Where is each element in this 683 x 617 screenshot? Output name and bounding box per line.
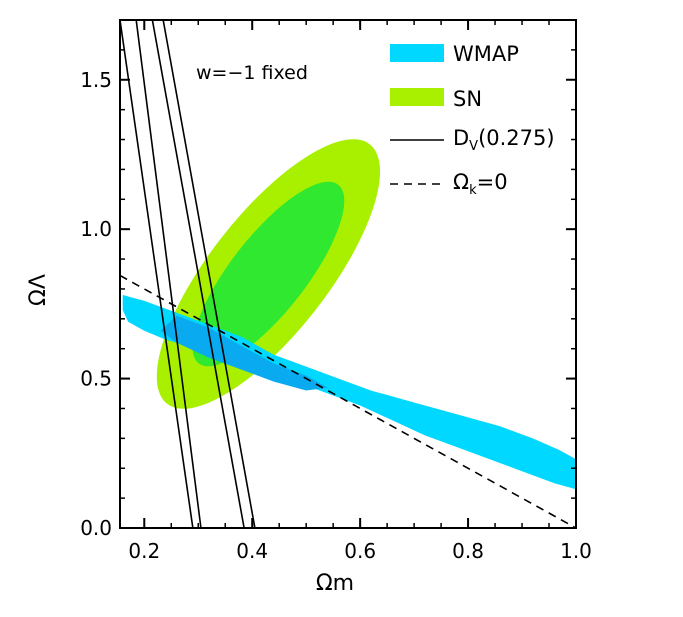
legend: WMAP SN DV(0.275) Ωk=0 [390, 42, 555, 198]
flat-universe-line [120, 274, 576, 528]
x-tick-label: 1.0 [560, 539, 592, 563]
x-tick-label: 0.6 [344, 539, 376, 563]
legend-dv-label: DV(0.275) [453, 126, 555, 154]
legend-sn-swatch [390, 88, 444, 106]
legend-wmap-swatch [390, 44, 444, 62]
sn-inner-contour [192, 181, 345, 367]
legend-flat-sub: k [469, 183, 477, 198]
legend-flat-label: Ωk=0 [453, 170, 508, 198]
x-tick-label: 0.2 [128, 539, 160, 563]
x-axis-label-main: Ωm [316, 571, 354, 596]
legend-flat-main: Ω [453, 170, 469, 194]
y-tick-label: 0.5 [80, 367, 112, 391]
y-axis-label-main: ΩΛ [26, 274, 51, 306]
plot-area [120, 20, 576, 528]
annotation-w-fixed: w=−1 fixed [196, 62, 308, 84]
dv-line-1 [120, 20, 194, 528]
y-tick-label: 0.0 [80, 516, 112, 540]
legend-dv-sub: V [469, 139, 478, 154]
x-axis-ticks: 0.2 0.4 0.6 0.8 1.0 [128, 20, 592, 563]
legend-dv-main: D [453, 126, 469, 150]
dv-line-4 [162, 20, 256, 528]
legend-flat-tail: =0 [477, 170, 508, 194]
legend-wmap-label: WMAP [453, 42, 519, 66]
plot-frame [119, 19, 577, 529]
y-tick-label: 1.0 [80, 217, 112, 241]
dv-lines [120, 20, 256, 528]
dv-line-2 [135, 20, 202, 528]
y-axis-ticks: 0.0 0.5 1.0 1.5 [80, 19, 576, 540]
y-tick-label: 1.5 [80, 68, 112, 92]
x-axis-label: Ωm [316, 571, 354, 596]
wmap-inner-contour [160, 315, 328, 391]
x-tick-label: 0.4 [236, 539, 268, 563]
x-tick-label: 0.8 [452, 539, 484, 563]
y-axis-label: ΩΛ [26, 274, 51, 306]
legend-sn-label: SN [453, 87, 482, 111]
dv-line-3 [151, 20, 245, 528]
legend-dv-tail: (0.275) [478, 126, 555, 150]
